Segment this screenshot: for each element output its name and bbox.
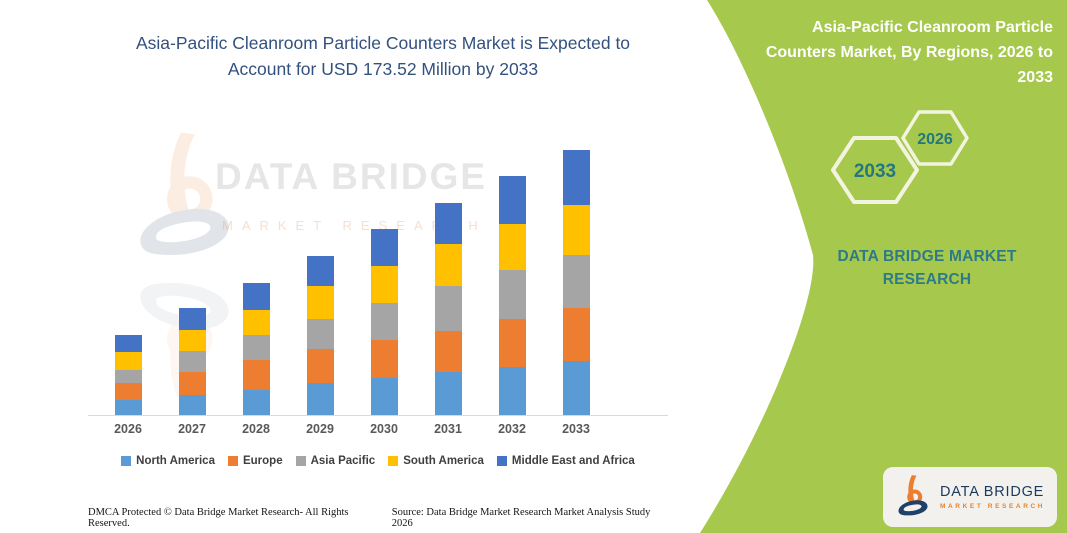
bar-segment-europe bbox=[498, 319, 526, 367]
bar-segment-middle-east-and-africa bbox=[498, 175, 526, 225]
legend-label-middle-east-and-africa: Middle East and Africa bbox=[511, 455, 635, 467]
bar-segment-south-america bbox=[178, 330, 206, 351]
bar-segment-south-america bbox=[434, 244, 462, 286]
side-panel-title: Asia-Pacific Cleanroom Particle Counters… bbox=[765, 19, 1053, 86]
bar-segment-middle-east-and-africa bbox=[562, 150, 590, 206]
bar-segment-europe bbox=[242, 360, 270, 390]
hexagon-2026-label: 2026 bbox=[917, 131, 953, 148]
x-axis-label-2028: 2028 bbox=[242, 422, 270, 436]
side-panel-brand-text: DATA BRIDGE MARKET RESEARCH bbox=[837, 248, 1017, 288]
bar-segment-middle-east-and-africa bbox=[242, 283, 270, 311]
bar-segment-europe bbox=[114, 383, 142, 400]
plot-area bbox=[88, 140, 668, 415]
legend-item-middle-east-and-africa: Middle East and Africa bbox=[496, 455, 635, 467]
bar-segment-north-america bbox=[562, 360, 590, 415]
logo-card-sub: MARKET RESEARCH bbox=[940, 503, 1046, 510]
watermark-brand-text: DATA BRIDGE bbox=[215, 156, 488, 197]
logo-card: DATA BRIDGE MARKET RESEARCH bbox=[883, 467, 1057, 527]
x-axis-label-2031: 2031 bbox=[434, 422, 462, 436]
bar-2033 bbox=[562, 150, 590, 415]
bar-segment-south-america bbox=[562, 205, 590, 255]
bar-2026 bbox=[114, 335, 142, 415]
watermark-sub-text: MARKET RESEARCH bbox=[222, 218, 487, 233]
legend-swatch-asia-pacific bbox=[295, 456, 306, 466]
chart-legend: North America Europe Asia Pacific South Ame… bbox=[88, 455, 668, 467]
hexagon-2033 bbox=[831, 136, 919, 204]
bar-segment-north-america bbox=[370, 378, 398, 415]
bar-segment-asia-pacific bbox=[242, 335, 270, 361]
bar-segment-middle-east-and-africa bbox=[370, 228, 398, 266]
legend-item-asia-pacific: Asia Pacific bbox=[295, 455, 376, 467]
x-axis-line bbox=[88, 415, 668, 416]
bar-2031 bbox=[434, 202, 462, 415]
legend-label-asia-pacific: Asia Pacific bbox=[310, 455, 376, 467]
stacked-bar-chart: 2026 2027 2028 2029 2030 2031 2032 2033 bbox=[88, 140, 668, 440]
x-axis-label-2033: 2033 bbox=[562, 422, 590, 436]
bar-segment-asia-pacific bbox=[498, 270, 526, 320]
bar-segment-middle-east-and-africa bbox=[434, 202, 462, 245]
data-bridge-logo-icon bbox=[895, 474, 931, 520]
bar-2027 bbox=[178, 307, 206, 415]
legend-swatch-middle-east-and-africa bbox=[496, 456, 507, 466]
bar-segment-north-america bbox=[306, 383, 334, 415]
bar-segment-north-america bbox=[498, 366, 526, 415]
legend-item-south-america: South America bbox=[388, 455, 484, 467]
footer-copyright: DMCA Protected © Data Bridge Market Rese… bbox=[88, 507, 349, 529]
bar-segment-europe bbox=[306, 349, 334, 384]
bar-2028 bbox=[242, 283, 270, 415]
legend-item-north-america: North America bbox=[121, 455, 215, 467]
bar-segment-middle-east-and-africa bbox=[114, 335, 142, 353]
bar-segment-asia-pacific bbox=[114, 370, 142, 384]
bar-segment-south-america bbox=[114, 352, 142, 371]
bar-segment-south-america bbox=[498, 224, 526, 271]
bar-segment-europe bbox=[178, 372, 206, 396]
bar-segment-north-america bbox=[242, 390, 270, 415]
bar-2029 bbox=[306, 256, 334, 415]
x-axis-label-2027: 2027 bbox=[178, 422, 206, 436]
legend-label-south-america: South America bbox=[403, 455, 484, 467]
watermark: DATA BRIDGE MARKET RESEARCH bbox=[130, 118, 485, 428]
legend-swatch-north-america bbox=[121, 456, 132, 466]
bar-segment-asia-pacific bbox=[434, 285, 462, 331]
x-axis-label-2030: 2030 bbox=[370, 422, 398, 436]
bar-segment-europe bbox=[370, 340, 398, 378]
footer-source: Source: Data Bridge Market Research Mark… bbox=[391, 507, 651, 529]
x-axis-label-2026: 2026 bbox=[114, 422, 142, 436]
bar-segment-europe bbox=[434, 330, 462, 373]
bar-2030 bbox=[370, 228, 398, 415]
bar-segment-asia-pacific bbox=[178, 350, 206, 373]
bar-segment-asia-pacific bbox=[562, 254, 590, 309]
legend-item-europe: Europe bbox=[227, 455, 283, 467]
legend-label-north-america: North America bbox=[136, 455, 215, 467]
bar-2032 bbox=[498, 175, 526, 415]
bar-segment-north-america bbox=[434, 372, 462, 415]
bar-segment-north-america bbox=[178, 395, 206, 415]
bar-segment-south-america bbox=[306, 285, 334, 319]
logo-card-brand: DATA BRIDGE bbox=[940, 484, 1045, 500]
chart-title: Asia-Pacific Cleanroom Particle Counters… bbox=[135, 33, 631, 79]
legend-swatch-europe bbox=[227, 456, 238, 466]
bar-segment-middle-east-and-africa bbox=[178, 307, 206, 331]
bar-segment-asia-pacific bbox=[306, 318, 334, 350]
hexagon-2026 bbox=[901, 110, 969, 166]
x-axis-label-2032: 2032 bbox=[498, 422, 526, 436]
bar-segment-europe bbox=[562, 308, 590, 361]
bar-segment-south-america bbox=[370, 265, 398, 304]
bar-segment-middle-east-and-africa bbox=[306, 256, 334, 286]
footer: DMCA Protected © Data Bridge Market Rese… bbox=[88, 507, 673, 529]
x-axis-label-2029: 2029 bbox=[306, 422, 334, 436]
bar-segment-south-america bbox=[242, 310, 270, 336]
legend-label-europe: Europe bbox=[242, 455, 283, 467]
bar-segment-asia-pacific bbox=[370, 303, 398, 341]
bar-segment-north-america bbox=[114, 400, 142, 415]
legend-swatch-south-america bbox=[388, 456, 399, 466]
hexagon-2033-label: 2033 bbox=[854, 161, 896, 182]
